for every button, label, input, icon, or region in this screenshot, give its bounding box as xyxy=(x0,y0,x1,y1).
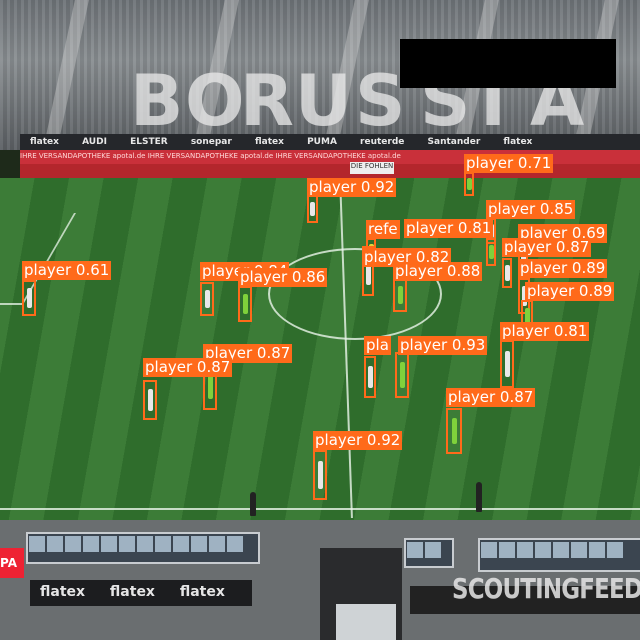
detection-label: player 0.87 xyxy=(502,238,592,257)
detection-box xyxy=(200,282,214,316)
detection-box xyxy=(362,246,374,296)
detection-box xyxy=(238,286,252,322)
touchline xyxy=(0,508,640,510)
detection-label: player 0.61 xyxy=(22,261,112,280)
detection-label: refe xyxy=(366,220,400,239)
detection-box xyxy=(22,280,36,316)
detection-box xyxy=(395,352,409,398)
stand-letter: B xyxy=(130,60,188,142)
detection-label: pla xyxy=(364,336,391,355)
sideline-official xyxy=(250,492,256,516)
detection-label: player 0.89 xyxy=(518,259,608,278)
sponsor-name: AUDI xyxy=(82,137,107,147)
detection-label: player 0.85 xyxy=(486,200,576,219)
player-figure xyxy=(26,288,32,308)
player-figure xyxy=(397,286,403,304)
player-figure xyxy=(399,362,405,388)
tunnel-stairs xyxy=(336,604,396,640)
sponsor-name: Santander xyxy=(427,137,481,147)
player-figure xyxy=(504,265,510,281)
detection-label: player 0.92 xyxy=(307,178,397,197)
detection-label: player 0.87 xyxy=(143,358,233,377)
halfway-line xyxy=(339,178,353,518)
detection-box xyxy=(393,278,407,312)
watermark: SCOUTINGFEED xyxy=(452,572,640,605)
sponsor-banner-top: flatex AUDI ELSTER sonepar flatex PUMA r… xyxy=(20,134,640,150)
detection-label: player 0.89 xyxy=(525,282,615,301)
sponsor-name: sonepar xyxy=(190,137,232,147)
player-figure xyxy=(147,389,153,411)
player-figure xyxy=(365,257,371,285)
detection-box xyxy=(446,408,462,454)
detection-box xyxy=(486,238,496,266)
player-figure xyxy=(204,290,210,308)
sponsor-name: ELSTER xyxy=(130,137,168,147)
detection-box xyxy=(143,380,157,420)
detection-box xyxy=(307,195,318,223)
player-figure xyxy=(242,294,248,314)
dugout-right xyxy=(478,538,640,572)
ad-board-right xyxy=(410,586,640,614)
player-figure xyxy=(367,365,373,389)
ad-board-left: flatex flatex flatex xyxy=(30,580,252,606)
stand-letter: S xyxy=(355,60,410,142)
detection-box xyxy=(500,340,514,388)
sponsor-name: flatex xyxy=(40,584,86,600)
redaction-box xyxy=(400,39,616,88)
sponsor-logo: PA xyxy=(0,548,24,578)
penalty-box-left xyxy=(0,213,76,305)
sponsor-name: flatex xyxy=(30,137,59,147)
stand-letter: R xyxy=(240,60,298,142)
detection-box xyxy=(313,450,327,500)
dugout-left xyxy=(26,532,260,564)
detection-label: player 0.92 xyxy=(313,431,403,450)
sponsor-name: flatex xyxy=(254,137,284,147)
player-figure xyxy=(466,178,472,190)
dugout-small xyxy=(404,538,454,568)
stand-stairway xyxy=(45,0,89,140)
detection-label: player 0.88 xyxy=(393,262,483,281)
stand-letter: U xyxy=(295,60,356,142)
sponsor-name: reuterde xyxy=(360,137,405,147)
detection-label: player 0.93 xyxy=(398,336,488,355)
player-figure xyxy=(504,350,510,378)
sponsor-name: flatex xyxy=(109,584,155,600)
player-figure xyxy=(488,244,494,260)
center-circle xyxy=(268,248,442,340)
detection-label: player 0.87 xyxy=(446,388,536,407)
sponsor-name: PUMA xyxy=(307,137,337,147)
detection-label: player 0.81 xyxy=(500,322,590,341)
player-figure xyxy=(521,286,527,306)
detection-label: player 0.86 xyxy=(238,268,328,287)
player-figure xyxy=(317,461,323,489)
sideline-official xyxy=(476,482,482,512)
stand-letter: O xyxy=(185,60,249,142)
detection-label: player 0.71 xyxy=(464,154,554,173)
club-sign: DIE FOHLEN xyxy=(350,162,394,174)
sponsor-name: flatex xyxy=(179,584,225,600)
detection-box xyxy=(464,172,474,196)
player-figure xyxy=(207,372,213,400)
player-figure xyxy=(451,418,457,444)
detection-label: player 0.81 xyxy=(404,219,494,238)
detection-box xyxy=(364,356,376,398)
detection-box xyxy=(502,258,512,288)
player-figure xyxy=(310,201,315,217)
player-figure xyxy=(524,307,530,325)
sponsor-name: flatex xyxy=(503,137,533,147)
